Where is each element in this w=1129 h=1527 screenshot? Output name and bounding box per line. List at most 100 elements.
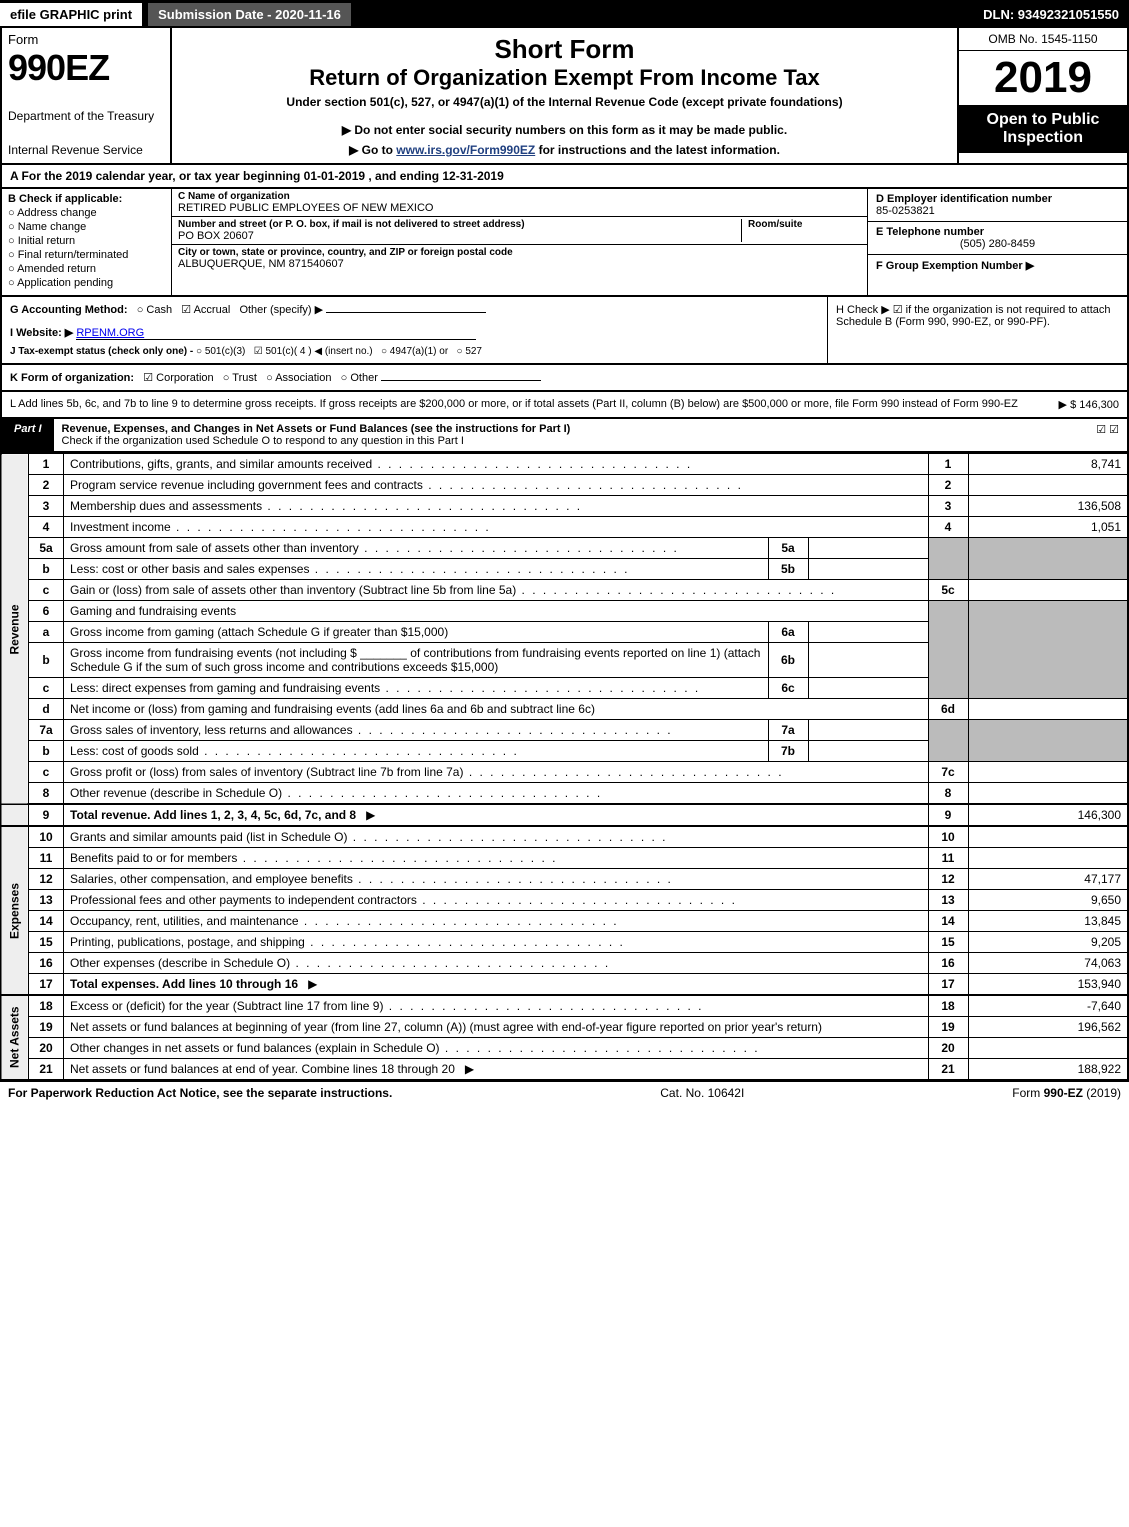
box-b: B Check if applicable: Address change Na… xyxy=(2,189,172,295)
l6d-num: d xyxy=(29,699,64,720)
l14-nn: 14 xyxy=(928,911,968,932)
dept-treasury: Department of the Treasury xyxy=(8,109,164,123)
chk-application-pending[interactable]: Application pending xyxy=(8,277,165,289)
chk-initial-return[interactable]: Initial return xyxy=(8,235,165,247)
box-h: H Check ▶ ☑ if the organization is not r… xyxy=(827,297,1127,363)
org-name-row: C Name of organization RETIRED PUBLIC EM… xyxy=(172,189,867,217)
l4-text: Investment income xyxy=(64,517,929,538)
g-cash[interactable]: Cash xyxy=(146,304,172,316)
ein-value: 85-0253821 xyxy=(876,205,1119,217)
group-exempt-label: F Group Exemption Number ▶ xyxy=(876,259,1119,272)
line-8: 8 Other revenue (describe in Schedule O)… xyxy=(1,783,1128,805)
l6-text: Gaming and fundraising events xyxy=(64,601,929,622)
box-b-header: B Check if applicable: xyxy=(8,193,165,205)
k-association[interactable]: Association xyxy=(275,372,331,384)
l7c-num: c xyxy=(29,762,64,783)
j-501c3[interactable]: 501(c)(3) xyxy=(205,346,246,357)
l21-text-cell: Net assets or fund balances at end of ye… xyxy=(64,1059,929,1081)
part1-check[interactable]: ☑ xyxy=(1088,419,1127,451)
l7a-mini: 7a xyxy=(768,720,808,741)
box-e: E Telephone number (505) 280-8459 xyxy=(868,222,1127,255)
org-name-label: C Name of organization xyxy=(178,191,861,202)
l8-nn: 8 xyxy=(928,783,968,805)
l14-num: 14 xyxy=(29,911,64,932)
chk-name-change[interactable]: Name change xyxy=(8,221,165,233)
line-11: 11 Benefits paid to or for members 11 xyxy=(1,848,1128,869)
line-3: 3 Membership dues and assessments 3 136,… xyxy=(1,496,1128,517)
l6b-num: b xyxy=(29,643,64,678)
line-6: 6 Gaming and fundraising events xyxy=(1,601,1128,622)
i-label: I Website: ▶ xyxy=(10,327,73,339)
expenses-sidelabel: Expenses xyxy=(1,826,29,995)
l6c-text: Less: direct expenses from gaming and fu… xyxy=(64,678,769,699)
website-link[interactable]: RPENM.ORG xyxy=(76,327,144,339)
city-row: City or town, state or province, country… xyxy=(172,245,867,272)
l7b-mini: 7b xyxy=(768,741,808,762)
l5c-val xyxy=(968,580,1128,601)
h-text: H Check ▶ ☑ if the organization is not r… xyxy=(836,304,1111,328)
irs-link[interactable]: www.irs.gov/Form990EZ xyxy=(396,143,535,157)
k-other-input[interactable] xyxy=(381,380,541,381)
section-a-taxyear: A For the 2019 calendar year, or tax yea… xyxy=(0,165,1129,189)
l18-nn: 18 xyxy=(928,995,968,1017)
k-corporation[interactable]: Corporation xyxy=(156,372,213,384)
l6a-num: a xyxy=(29,622,64,643)
dln-text: DLN: 93492321051550 xyxy=(973,3,1129,26)
l21-nn: 21 xyxy=(928,1059,968,1081)
l1-nn: 1 xyxy=(928,454,968,475)
address-row: Number and street (or P. O. box, if mail… xyxy=(172,217,867,245)
j-527[interactable]: 527 xyxy=(465,346,482,357)
l19-num: 19 xyxy=(29,1017,64,1038)
l17-nn: 17 xyxy=(928,974,968,996)
l1-val: 8,741 xyxy=(968,454,1128,475)
l5a-num: 5a xyxy=(29,538,64,559)
page-footer: For Paperwork Reduction Act Notice, see … xyxy=(0,1081,1129,1104)
form-header: Form 990EZ Department of the Treasury In… xyxy=(0,28,1129,165)
phone-label: E Telephone number xyxy=(876,226,1119,238)
efile-badge[interactable]: efile GRAPHIC print xyxy=(0,3,142,26)
section-ghijkl: G Accounting Method: ○ Cash ☑ Accrual Ot… xyxy=(0,297,1129,365)
chk-address-change[interactable]: Address change xyxy=(8,207,165,219)
l3-nn: 3 xyxy=(928,496,968,517)
g-other-input[interactable] xyxy=(326,312,486,313)
footer-right: Form 990-EZ (2019) xyxy=(1012,1086,1121,1100)
line-17: 17 Total expenses. Add lines 10 through … xyxy=(1,974,1128,996)
l5b-miniv xyxy=(808,559,928,580)
line-13: 13 Professional fees and other payments … xyxy=(1,890,1128,911)
l10-text: Grants and similar amounts paid (list in… xyxy=(64,826,929,848)
k-label: K Form of organization: xyxy=(10,372,134,384)
l6a-mini: 6a xyxy=(768,622,808,643)
l7b-num: b xyxy=(29,741,64,762)
l11-val xyxy=(968,848,1128,869)
l7b-miniv xyxy=(808,741,928,762)
l12-text: Salaries, other compensation, and employ… xyxy=(64,869,929,890)
l17-num: 17 xyxy=(29,974,64,996)
g-accrual[interactable]: Accrual xyxy=(194,304,231,316)
l5b-num: b xyxy=(29,559,64,580)
l17-text-cell: Total expenses. Add lines 10 through 16 … xyxy=(64,974,929,996)
omb-number: OMB No. 1545-1150 xyxy=(959,28,1127,51)
l7c-text: Gross profit or (loss) from sales of inv… xyxy=(64,762,929,783)
chk-amended-return[interactable]: Amended return xyxy=(8,263,165,275)
l17-val: 153,940 xyxy=(968,974,1128,996)
j-4947[interactable]: 4947(a)(1) or xyxy=(390,346,448,357)
line-2: 2 Program service revenue including gove… xyxy=(1,475,1128,496)
note2-post: for instructions and the latest informat… xyxy=(535,143,780,157)
line-7a: 7a Gross sales of inventory, less return… xyxy=(1,720,1128,741)
part1-title: Revenue, Expenses, and Changes in Net As… xyxy=(54,419,1089,451)
l2-val xyxy=(968,475,1128,496)
chk-final-return[interactable]: Final return/terminated xyxy=(8,249,165,261)
k-trust[interactable]: Trust xyxy=(232,372,257,384)
l8-text: Other revenue (describe in Schedule O) xyxy=(64,783,929,805)
k-other[interactable]: Other xyxy=(350,372,378,384)
g-other[interactable]: Other (specify) ▶ xyxy=(239,304,323,316)
l21-num: 21 xyxy=(29,1059,64,1081)
j-501c4[interactable]: 501(c)( 4 ) ◀ (insert no.) xyxy=(265,346,372,357)
l4-nn: 4 xyxy=(928,517,968,538)
l5a-miniv xyxy=(808,538,928,559)
tax-year: 2019 xyxy=(959,51,1127,105)
line-9: 9 Total revenue. Add lines 1, 2, 3, 4, 5… xyxy=(1,804,1128,826)
row-g: G Accounting Method: ○ Cash ☑ Accrual Ot… xyxy=(10,303,819,316)
l6b-miniv xyxy=(808,643,928,678)
l11-num: 11 xyxy=(29,848,64,869)
